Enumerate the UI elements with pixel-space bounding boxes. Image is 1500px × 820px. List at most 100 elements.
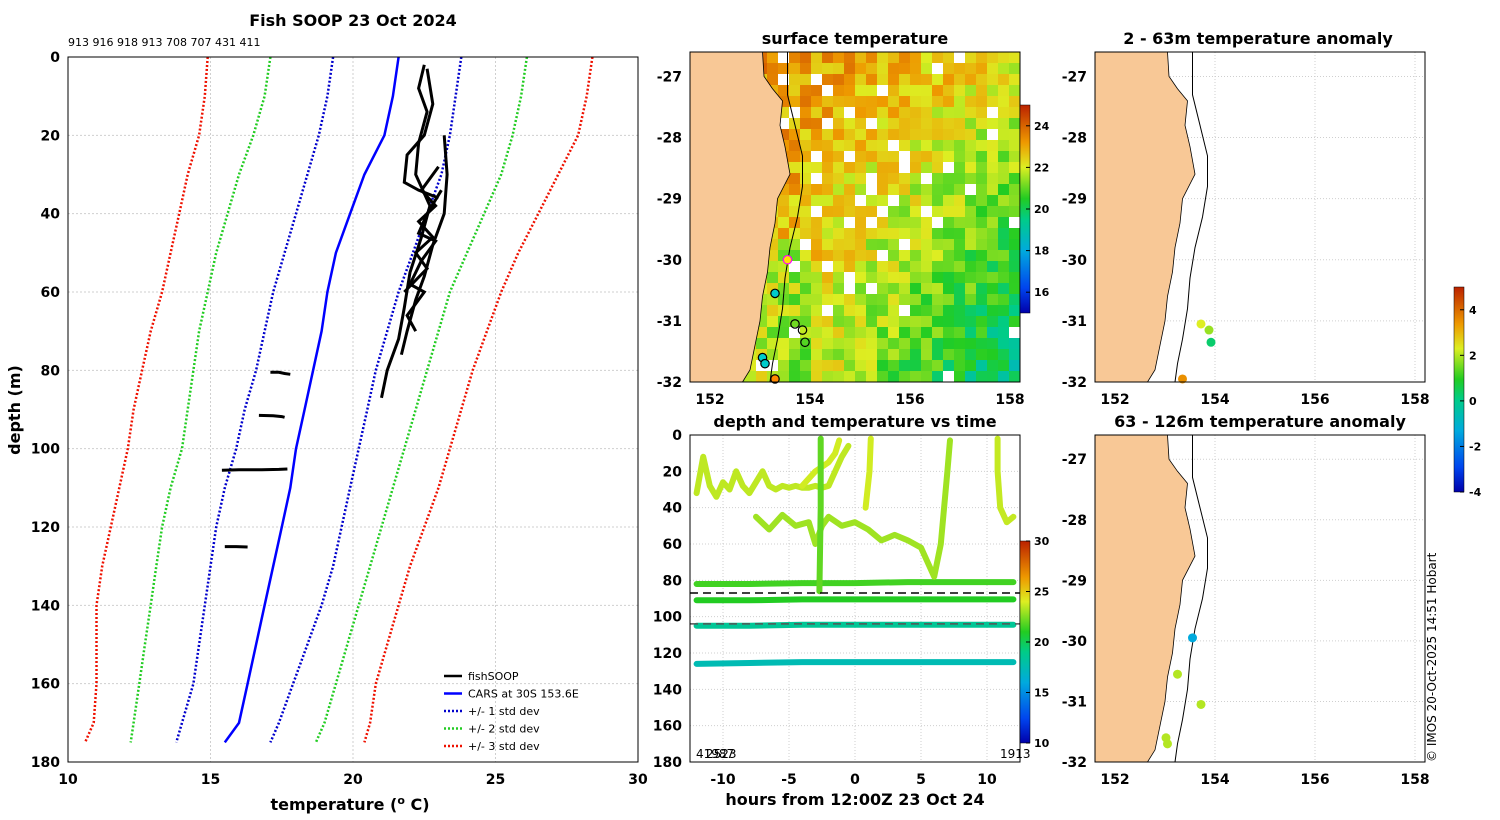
sst-cell [976, 52, 987, 63]
sst-cell [855, 107, 866, 118]
sst-cell [800, 195, 811, 206]
sst-cell [965, 162, 976, 173]
anomaly-point [1196, 699, 1206, 709]
sst-cell [943, 140, 954, 151]
sst-cell [910, 305, 921, 316]
sst-cell [921, 129, 932, 140]
sst-cell [899, 327, 910, 338]
sst-cell [811, 151, 822, 162]
sst-cell [954, 151, 965, 162]
profile-legend: fishSOOP CARS at 30S 153.6E +/- 1 std dev +… [444, 670, 579, 753]
sst-cell [778, 360, 789, 371]
ts-y-ticks: 0 20 40 60 80 100 120 140 160 180 [653, 428, 682, 771]
sst-cell [965, 338, 976, 349]
profile-series-cars-at-30s-153-6e-0 [223, 56, 400, 744]
anom-shallow-frame [1094, 51, 1426, 383]
profile-ytick: 100 [31, 442, 60, 458]
sst-cell [943, 74, 954, 85]
sst-cell [1009, 338, 1020, 349]
sst-cell [976, 162, 987, 173]
sst-cell [976, 63, 987, 74]
sst-cell [822, 206, 833, 217]
sst-cell [965, 283, 976, 294]
sst-cell [965, 239, 976, 250]
sst-cell [800, 239, 811, 250]
sst-cell [811, 239, 822, 250]
sst-cell [899, 228, 910, 239]
sst-cell [888, 140, 899, 151]
map-xtick: 154 [1200, 392, 1229, 408]
sst-cell [998, 107, 1009, 118]
sst-cell [943, 63, 954, 74]
sst-cell [844, 217, 855, 228]
anom-cb-tick: 2 [1469, 349, 1477, 362]
sst-cell [987, 305, 998, 316]
map-ytick: -28 [1062, 131, 1087, 147]
profile-series-fishsoop-14 [221, 467, 288, 472]
sst-cell [877, 129, 888, 140]
anomaly-point [1196, 319, 1206, 329]
sst-cell [822, 261, 833, 272]
sst-cell [943, 272, 954, 283]
sst-cell [800, 283, 811, 294]
sst-cell [932, 206, 943, 217]
sst-cell [987, 184, 998, 195]
sst-cell [910, 162, 921, 173]
sst-cell [767, 239, 778, 250]
ts-track-2 [693, 621, 1017, 629]
anom-deep-y-ticks: -27 -28 -29 -30 -31 -32 [1062, 452, 1088, 771]
sst-cell [877, 371, 888, 382]
ts-ytick: 180 [653, 755, 682, 771]
sst-cell [855, 85, 866, 96]
sst-cell [965, 349, 976, 360]
sst-cell [888, 250, 899, 261]
sst-cell [866, 162, 877, 173]
profile-ytick: 0 [50, 50, 60, 66]
sst-cell [976, 184, 987, 195]
sst-cell [954, 129, 965, 140]
map-ytick: -31 [1062, 694, 1087, 710]
sst-cell [778, 338, 789, 349]
sst-colorbar-ticks: 16 18 20 22 24 [1026, 120, 1050, 299]
ts-hlines [690, 592, 1020, 625]
sst-cb-tick: 20 [1034, 203, 1050, 216]
anom-shallow-title: 2 - 63m temperature anomaly [1123, 29, 1393, 48]
sst-cell [910, 228, 921, 239]
sst-cell [965, 305, 976, 316]
sst-cell [866, 96, 877, 107]
ts-cb-tick: 20 [1034, 636, 1050, 649]
sst-cell [921, 360, 932, 371]
sst-cell [921, 294, 932, 305]
sst-cell [943, 228, 954, 239]
sst-cell [789, 338, 800, 349]
sst-cell [800, 228, 811, 239]
sst-cell [932, 184, 943, 195]
sst-cell [789, 283, 800, 294]
sst-marker [770, 374, 780, 384]
sst-cell [965, 129, 976, 140]
sst-marker [800, 337, 810, 348]
sst-cell [987, 173, 998, 184]
sst-cell [822, 272, 833, 283]
sst-marker [790, 319, 800, 329]
sst-cell [822, 305, 833, 316]
sst-cell [811, 327, 822, 338]
ts-track-9 [816, 435, 824, 595]
sst-cell [976, 217, 987, 228]
sst-cell [899, 195, 910, 206]
sst-cell [932, 228, 943, 239]
sst-cell [910, 272, 921, 283]
sst-cell [800, 338, 811, 349]
sst-cell [910, 74, 921, 85]
sst-cell [965, 360, 976, 371]
sst-cell [965, 63, 976, 74]
sst-cell [822, 371, 833, 382]
sst-cell [888, 360, 899, 371]
ts-cb-tick: 30 [1034, 535, 1050, 548]
sst-cell [833, 261, 844, 272]
sst-cell [844, 96, 855, 107]
sst-cell [954, 140, 965, 151]
sst-cell [855, 360, 866, 371]
sst-cell [1009, 96, 1020, 107]
